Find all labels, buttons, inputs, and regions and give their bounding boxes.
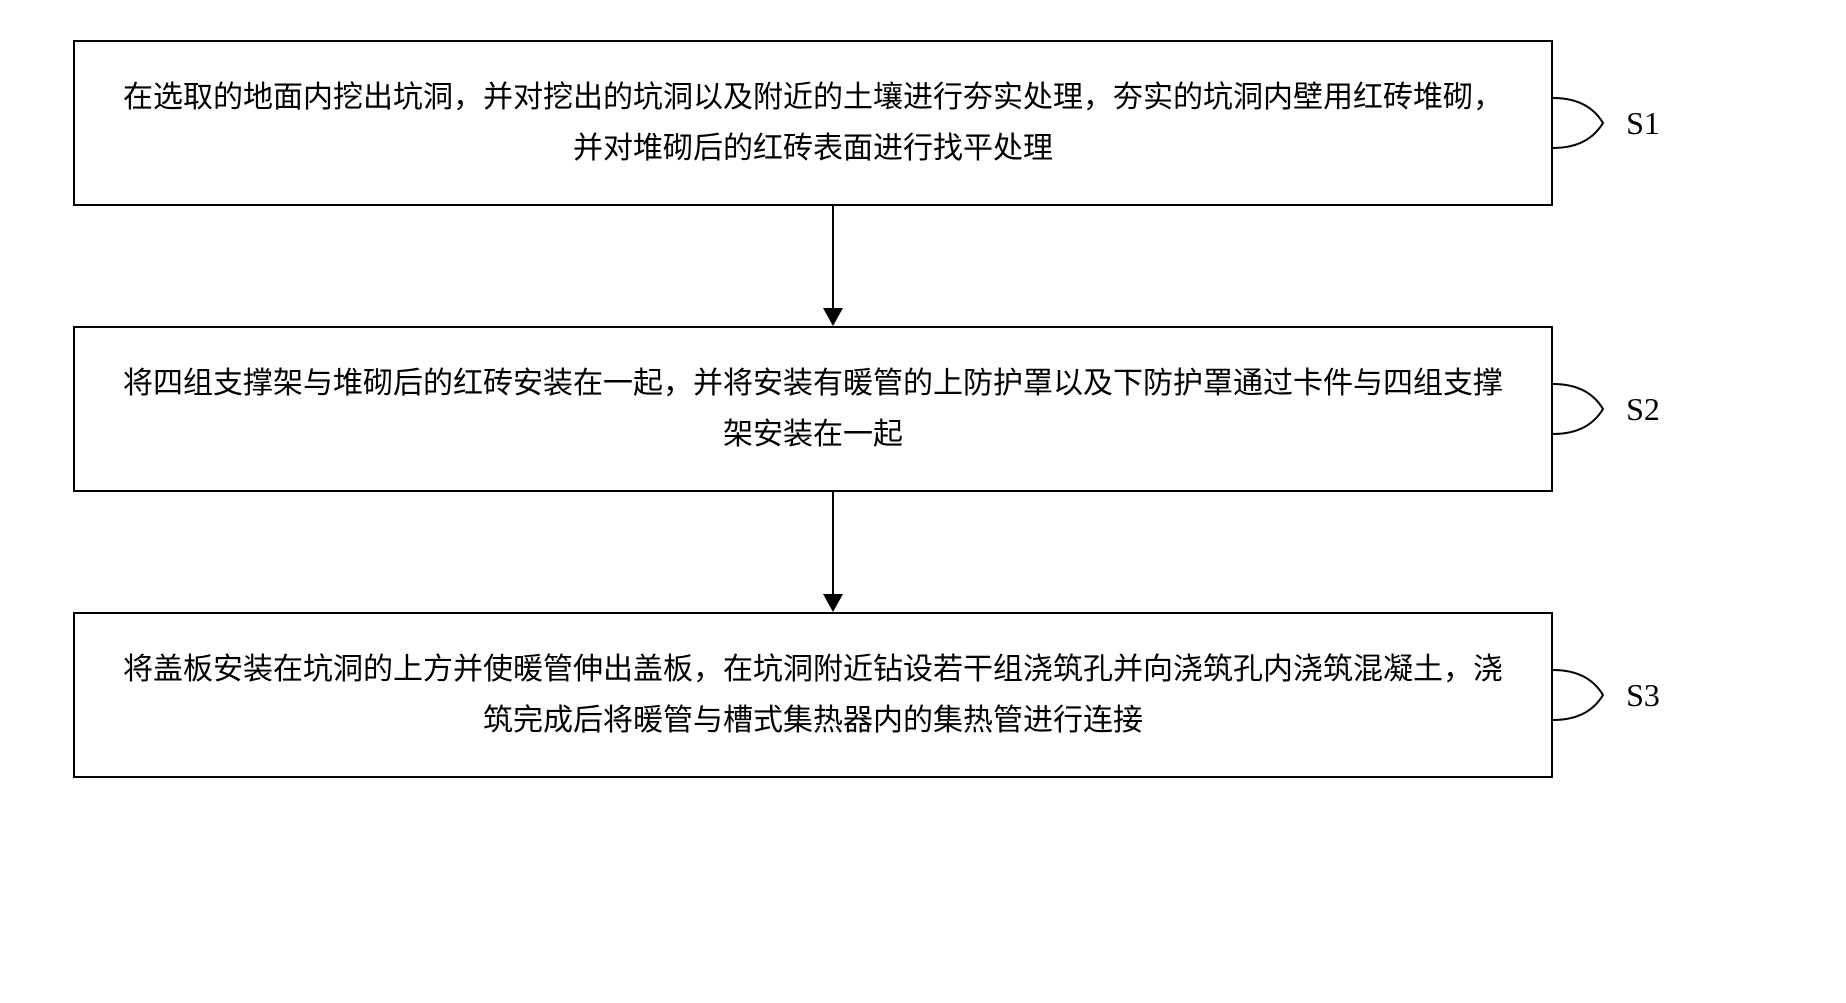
arrow-1 [93,206,1573,326]
step-box-2: 将四组支撑架与堆砌后的红砖安装在一起，并将安装有暖管的上防护罩以及下防护罩通过卡… [73,326,1553,492]
arrow-line-2 [832,492,834,594]
step-text-3: 将盖板安装在坑洞的上方并使暖管伸出盖板，在坑洞附近钻设若干组浇筑孔并向浇筑孔内浇… [123,653,1503,737]
step-label-wrap-1: S1 [1553,40,1733,206]
connector-curve-1 [1553,93,1623,153]
step-label-wrap-3: S3 [1553,612,1733,778]
step-label-2: S2 [1626,391,1660,428]
step-label-1: S1 [1626,105,1660,142]
flowchart-container: 在选取的地面内挖出坑洞，并对挖出的坑洞以及附近的土壤进行夯实处理，夯实的坑洞内壁… [73,40,1773,778]
arrow-head-icon-2 [823,594,843,612]
arrow-line-1 [832,206,834,308]
step-box-3: 将盖板安装在坑洞的上方并使暖管伸出盖板，在坑洞附近钻设若干组浇筑孔并向浇筑孔内浇… [73,612,1553,778]
step-text-2: 将四组支撑架与堆砌后的红砖安装在一起，并将安装有暖管的上防护罩以及下防护罩通过卡… [123,367,1503,451]
step-text-1: 在选取的地面内挖出坑洞，并对挖出的坑洞以及附近的土壤进行夯实处理，夯实的坑洞内壁… [123,81,1503,165]
arrow-2 [93,492,1573,612]
step-label-wrap-2: S2 [1553,326,1733,492]
step-box-1: 在选取的地面内挖出坑洞，并对挖出的坑洞以及附近的土壤进行夯实处理，夯实的坑洞内壁… [73,40,1553,206]
step-row-3: 将盖板安装在坑洞的上方并使暖管伸出盖板，在坑洞附近钻设若干组浇筑孔并向浇筑孔内浇… [73,612,1773,778]
step-label-3: S3 [1626,677,1660,714]
step-row-2: 将四组支撑架与堆砌后的红砖安装在一起，并将安装有暖管的上防护罩以及下防护罩通过卡… [73,326,1773,492]
connector-curve-3 [1553,665,1623,725]
step-row-1: 在选取的地面内挖出坑洞，并对挖出的坑洞以及附近的土壤进行夯实处理，夯实的坑洞内壁… [73,40,1773,206]
arrow-head-icon-1 [823,308,843,326]
connector-curve-2 [1553,379,1623,439]
